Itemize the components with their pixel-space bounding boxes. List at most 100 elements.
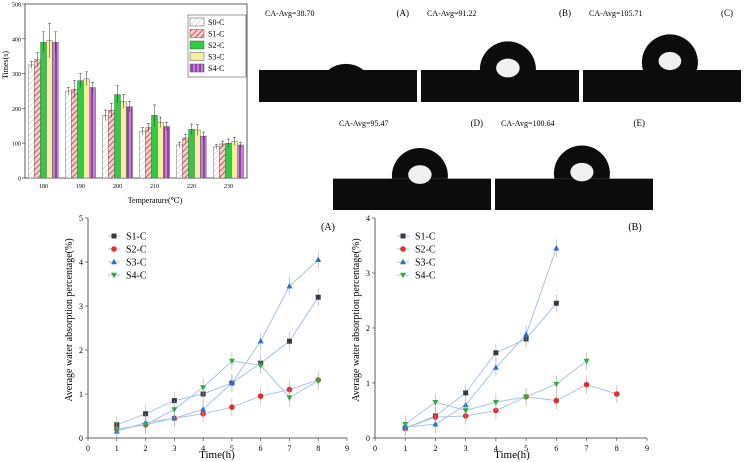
point-s2-c <box>553 397 560 404</box>
y-tick-label: 0 <box>79 434 83 443</box>
bar-s2-c <box>114 94 121 179</box>
bar-s4-c <box>200 136 207 179</box>
point-s4-c <box>553 381 560 388</box>
x-tick-label: 1 <box>115 444 119 453</box>
x-tick-label: 0 <box>86 444 90 453</box>
bar-s2-c <box>188 129 195 179</box>
y-tick-label: 3 <box>79 302 83 311</box>
bar-y-tick-label: 200 <box>12 107 21 113</box>
legend-label-s0-c: S0-C <box>208 18 224 27</box>
bar-s2-c <box>40 42 47 179</box>
legend-marker <box>111 233 117 239</box>
bar-s0-c <box>139 130 146 179</box>
x-tick-label: 4 <box>201 444 205 453</box>
legend-label-s2-c: S2-C <box>415 245 436 256</box>
legend-label-s1-c: S1-C <box>208 30 224 39</box>
bar-y-tick-label: 400 <box>12 37 21 43</box>
x-tick-label: 0 <box>373 444 377 453</box>
point-s4-c <box>286 395 293 401</box>
contact-angle-label: CA-Avg=38.70 <box>265 9 314 18</box>
y-tick-label: 5 <box>79 214 83 223</box>
bar-s3-c <box>120 101 127 179</box>
contact-angle-label: CA-Avg=95.47 <box>339 119 388 128</box>
bar-s2-c <box>77 80 84 179</box>
legend-label-s4-c: S4-C <box>208 64 224 73</box>
point-s4-c <box>583 358 590 365</box>
bar-s1-c <box>108 109 115 179</box>
line-a-panel-letter: (A) <box>321 222 335 233</box>
point-s1-c <box>286 338 292 344</box>
point-s4-c <box>432 400 439 406</box>
point-s3-c <box>492 364 499 370</box>
x-tick-label: 1 <box>403 444 407 453</box>
x-tick-label: 6 <box>554 444 558 453</box>
bar-s3-c <box>194 129 201 179</box>
point-s2-c <box>613 391 620 397</box>
point-s4-c <box>113 427 120 433</box>
contact-angle-label: CA-Avg=91.22 <box>427 9 476 18</box>
droplet-reflection <box>408 165 432 184</box>
contact-angle-letter: (D) <box>471 118 484 128</box>
series-line-s3-c <box>116 259 319 432</box>
droplet <box>479 41 536 70</box>
substrate <box>333 178 491 210</box>
legend-swatch-s0-c <box>189 17 205 27</box>
point-s4-c <box>523 394 530 400</box>
point-s3-c <box>553 245 560 251</box>
contact-angle-image-4: CA-Avg=95.47 (D) <box>333 112 491 210</box>
contact-angle-label: CA-Avg=105.71 <box>589 9 642 18</box>
legend-marker <box>111 258 117 265</box>
line-chart-b: Average water absorption percentage(%) T… <box>351 214 649 461</box>
point-s2-c <box>229 404 235 410</box>
droplet-reflection <box>496 58 520 78</box>
bar-s1-c <box>182 137 189 179</box>
contact-angle-images: CA-Avg=38.70 (A) CA-Avg=91.22 (B) CA-Avg=105… <box>255 0 748 212</box>
bar-s1-c <box>145 127 152 179</box>
contact-angle-letter: (B) <box>559 8 571 18</box>
droplet-reflection <box>570 162 594 182</box>
bar-s0-c <box>102 115 109 179</box>
x-tick-label: 5 <box>524 444 528 453</box>
y-tick-label: 1 <box>366 379 370 388</box>
bar-s1-c <box>34 59 41 179</box>
y-tick-label: 0 <box>366 434 370 443</box>
bar-x-tick-label: 190 <box>76 184 85 190</box>
point-s4-c <box>492 400 499 406</box>
point-s3-c <box>432 421 439 427</box>
point-s3-c <box>257 338 264 344</box>
line-b-xlabel: Time(h) <box>494 449 530 461</box>
point-s4-c <box>462 408 469 414</box>
bar-x-tick-label: 210 <box>150 184 159 190</box>
legend-swatch-s1-c <box>189 29 205 38</box>
bar-s2-c <box>225 142 232 179</box>
series-line-s2-c <box>405 384 617 429</box>
y-tick-label: 4 <box>79 258 83 267</box>
series-line-s1-c <box>405 302 557 429</box>
contact-angle-letter: (C) <box>721 8 733 18</box>
point-s3-c <box>523 331 530 337</box>
bar-y-tick-label: 500 <box>12 3 21 9</box>
legend-marker <box>400 272 406 279</box>
x-tick-label: 8 <box>615 444 619 453</box>
series-line-s4-c <box>116 360 319 430</box>
point-s4-c <box>402 422 409 428</box>
x-tick-label: 9 <box>345 444 349 453</box>
legend-marker <box>400 258 406 265</box>
point-s1-c <box>463 390 469 396</box>
bar-s3-c <box>46 40 53 179</box>
line-b-ylabel: Average water absorption percentage(%) <box>351 238 362 401</box>
substrate <box>583 70 741 102</box>
series-line-s3-c <box>405 248 557 428</box>
x-tick-label: 2 <box>433 444 437 453</box>
x-tick-label: 6 <box>259 444 263 453</box>
point-s1-c <box>143 411 149 417</box>
x-tick-label: 5 <box>230 444 234 453</box>
bar-chart: Times(s) Temperature(℃) 0 100 200 300 400 500… <box>1 3 248 205</box>
line-a-ylabel: Average water absorption percentage(%) <box>64 238 75 401</box>
y-tick-label: 2 <box>79 346 83 355</box>
bar-s1-c <box>219 143 226 179</box>
bar-s0-c <box>176 144 183 179</box>
point-s4-c <box>228 358 235 365</box>
bar-s1-c <box>71 89 78 179</box>
x-tick-label: 9 <box>645 444 649 453</box>
